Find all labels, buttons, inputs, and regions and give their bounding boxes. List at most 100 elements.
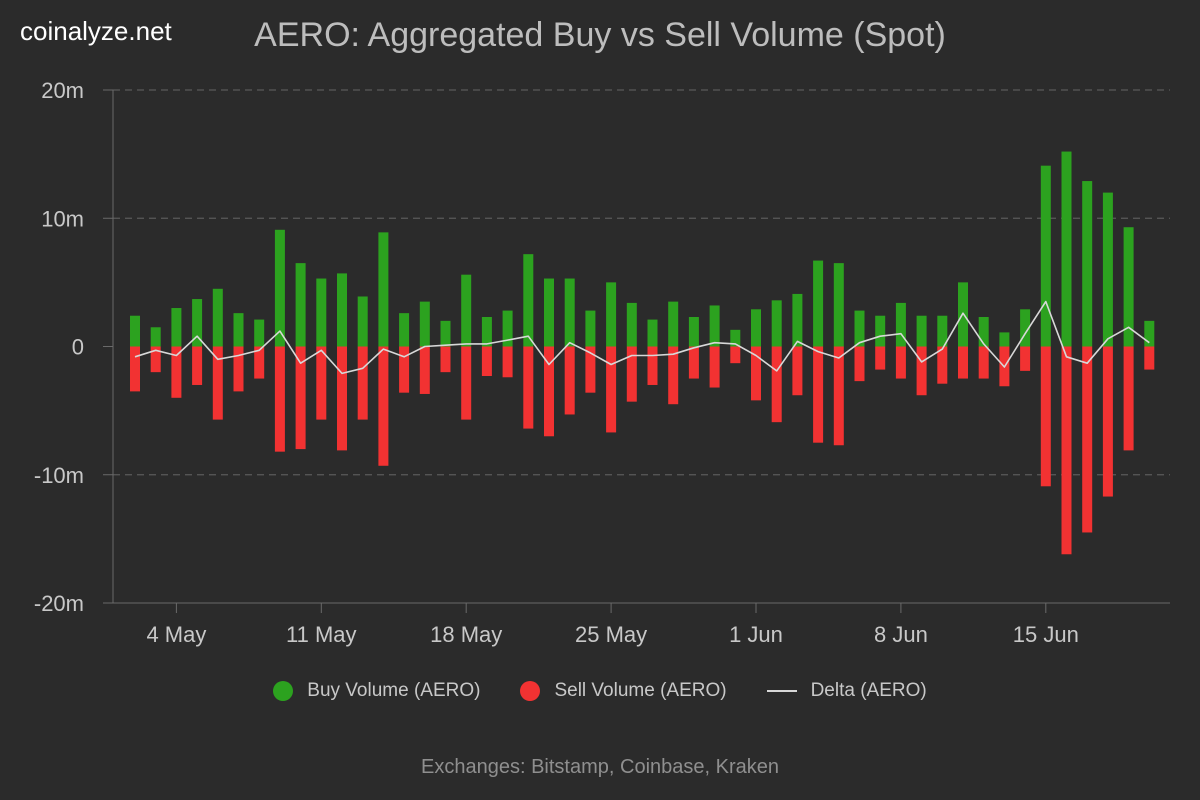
sell-volume-bar: [378, 346, 389, 466]
chart-title: AERO: Aggregated Buy vs Sell Volume (Spo…: [254, 16, 946, 54]
buy-volume-bar: [544, 278, 554, 347]
buy-volume-bar: [1123, 227, 1134, 347]
sell-volume-bar: [357, 346, 368, 420]
sell-volume-bar: [1020, 346, 1031, 371]
sell-volume-bar: [895, 346, 906, 379]
sell-volume-bar: [274, 346, 285, 452]
sell-volume-bar: [1082, 346, 1093, 533]
buy-volume-bar: [916, 315, 927, 347]
sell-volume-bar: [419, 346, 430, 394]
sell-volume-bar: [1102, 346, 1113, 497]
sell-volume-bar: [751, 346, 761, 401]
buy-volume-bar: [150, 327, 161, 347]
y-tick-label: -10m: [34, 463, 84, 488]
legend-item-buy[interactable]: Buy Volume (AERO): [273, 680, 480, 702]
buy-volume-bar: [854, 310, 865, 347]
buy-volume-bar: [688, 317, 699, 347]
sell-volume-bar: [771, 346, 782, 423]
sell-volume-bar: [1123, 346, 1134, 451]
buy-volume-bar: [751, 309, 761, 347]
buy-volume-bar: [295, 263, 306, 347]
buy-volume-bar: [771, 300, 782, 347]
sell-volume-bar: [585, 346, 596, 393]
buy-volume-bar: [564, 278, 575, 347]
x-tick-label: 1 Jun: [729, 622, 783, 647]
sell-volume-bar: [813, 346, 824, 443]
x-axis: 4 May 11 May 18 May 25 May 1 Jun 8 Jun 15 Jun: [146, 603, 1079, 647]
sell-volume-bar: [916, 346, 927, 396]
sell-volume-bar: [481, 346, 492, 376]
buy-volume-bar: [130, 315, 140, 347]
sell-volume-bar: [233, 346, 244, 392]
exchanges-footer: Exchanges: Bitstamp, Coinbase, Kraken: [421, 756, 779, 778]
buy-volume-bar: [461, 274, 472, 347]
sell-volume-bar: [337, 346, 347, 451]
legend-item-sell[interactable]: Sell Volume (AERO): [520, 680, 727, 702]
buy-volume-bar: [523, 254, 534, 347]
buy-volume-bar: [1082, 181, 1093, 347]
sell-volume-bar: [709, 346, 720, 388]
sell-volume-bar: [295, 346, 306, 450]
grid-layer: [103, 89, 1170, 604]
delta-line: [134, 300, 1150, 375]
sell-volume-bar: [937, 346, 948, 384]
buy-legend-dot-icon: [273, 681, 294, 701]
y-tick-label: 10m: [41, 206, 84, 231]
legend: Buy Volume (AERO) Sell Volume (AERO) Del…: [0, 680, 1200, 702]
buy-volume-bar: [233, 313, 244, 347]
x-tick-label: 18 May: [430, 622, 502, 647]
sell-volume-bar: [688, 346, 699, 379]
x-tick-label: 8 Jun: [874, 622, 928, 647]
buy-volume-bar: [171, 308, 182, 347]
sell-volume-bar: [668, 346, 679, 405]
buy-volume-bar: [813, 260, 824, 347]
sell-volume-bar: [647, 346, 658, 385]
y-tick-label: 20m: [41, 78, 84, 103]
buy-volume-bar: [709, 305, 720, 347]
buy-volume-bar: [192, 299, 203, 347]
bars-layer: [130, 151, 1155, 555]
buy-volume-bar: [875, 315, 886, 347]
buy-volume-bar: [316, 278, 327, 347]
delta-line-layer: [134, 300, 1150, 375]
x-tick-label: 11 May: [286, 622, 357, 647]
buy-volume-bar: [730, 329, 741, 347]
buy-volume-bar: [668, 301, 679, 347]
buy-volume-bar: [254, 319, 265, 347]
buy-volume-bar: [1061, 151, 1072, 347]
sell-volume-bar: [212, 346, 223, 420]
sell-volume-bar: [130, 346, 140, 392]
buy-volume-bar: [357, 296, 368, 347]
legend-label-buy: Buy Volume (AERO): [307, 680, 481, 701]
sell-volume-bar: [875, 346, 886, 370]
sell-volume-bar: [1040, 346, 1051, 487]
brand-logo-text: coinalyze.net: [20, 16, 172, 46]
buy-volume-bar: [937, 315, 948, 347]
sell-volume-bar: [1061, 346, 1072, 555]
sell-volume-bar: [730, 346, 741, 364]
buy-volume-bar: [502, 310, 513, 347]
sell-volume-bar: [1144, 346, 1155, 370]
legend-item-delta[interactable]: Delta (AERO): [766, 680, 927, 702]
buy-volume-bar: [212, 288, 223, 347]
sell-volume-bar: [150, 346, 161, 373]
sell-volume-bar: [171, 346, 182, 398]
sell-volume-bar: [564, 346, 575, 415]
y-tick-label: 0: [72, 335, 84, 360]
buy-volume-bar: [440, 320, 451, 347]
buy-volume-bar: [585, 310, 596, 347]
sell-legend-dot-icon: [520, 681, 541, 701]
buy-volume-bar: [419, 301, 430, 347]
buy-volume-bar: [1020, 309, 1031, 347]
buy-volume-bar: [481, 317, 492, 347]
sell-volume-bar: [978, 346, 989, 379]
sell-volume-bar: [254, 346, 265, 379]
sell-volume-bar: [833, 346, 844, 446]
sell-volume-bar: [606, 346, 617, 433]
buy-volume-bar: [399, 313, 410, 347]
sell-volume-bar: [192, 346, 203, 385]
sell-volume-bar: [316, 346, 327, 420]
sell-volume-bar: [958, 346, 968, 379]
y-tick-label: -20m: [34, 591, 84, 616]
sell-volume-bar: [544, 346, 554, 437]
